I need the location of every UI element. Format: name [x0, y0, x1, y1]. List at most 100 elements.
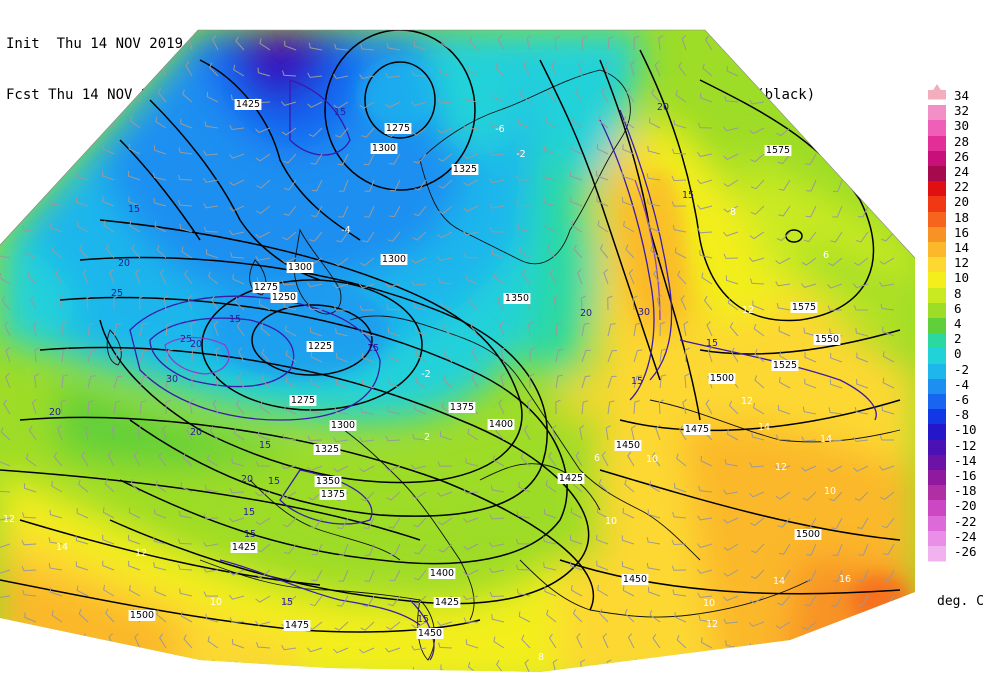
- wind-barb: [359, 74, 375, 80]
- wind-barb: [723, 179, 739, 188]
- label-background: [790, 302, 818, 313]
- wind-barb: [177, 174, 193, 181]
- temp-label: 14: [820, 434, 832, 445]
- wind-barb: [113, 350, 124, 363]
- height-label: 1500: [710, 373, 734, 384]
- wind-barb: [255, 231, 271, 239]
- wind-barb: [579, 425, 585, 441]
- wind-barb: [257, 67, 271, 77]
- wind-barb: [827, 647, 843, 654]
- wind-barb: [727, 297, 739, 311]
- wind-barb: [283, 153, 297, 164]
- wind-barb: [189, 399, 195, 415]
- height-label: 1425: [559, 473, 583, 484]
- wind-barb: [577, 269, 583, 285]
- wind-barb: [102, 560, 115, 571]
- wind-barb: [646, 537, 661, 545]
- colorbar-swatch: [928, 120, 946, 137]
- wind-barb: [778, 543, 791, 555]
- wind-barb: [496, 295, 505, 311]
- wind-barb: [165, 349, 174, 363]
- height-label: 1400: [430, 568, 454, 579]
- wind-barb: [127, 171, 141, 181]
- wind-barb: [729, 322, 739, 337]
- wind-barb: [213, 321, 219, 337]
- wind-barb: [528, 321, 534, 337]
- wind-barb: [336, 231, 349, 243]
- colorbar-label: 32: [954, 103, 970, 119]
- wind-barb: [52, 88, 63, 103]
- temp-label: -2: [421, 369, 430, 380]
- wind-barb: [203, 177, 219, 183]
- wind-barb: [360, 491, 375, 502]
- wind-barb: [806, 543, 817, 556]
- wind-barb: [154, 508, 167, 519]
- wind-barb: [163, 295, 169, 311]
- wind-barb: [518, 611, 531, 623]
- wind-barb: [700, 92, 713, 103]
- colorbar-label: 10: [954, 270, 970, 286]
- wind-barb: [362, 231, 375, 243]
- wind-barb: [626, 87, 635, 103]
- wind-barb: [336, 595, 349, 607]
- wind-barb: [801, 465, 817, 472]
- wind-barb: [516, 200, 531, 207]
- wind-barb: [599, 244, 609, 259]
- wind-barb: [109, 269, 115, 285]
- label-background: [621, 574, 649, 585]
- wind-barb: [548, 633, 557, 649]
- wind-barb: [803, 327, 817, 337]
- wind-barb: [87, 400, 94, 415]
- wind-barb: [359, 305, 375, 311]
- colorbar-label: 18: [954, 209, 970, 225]
- colorbar-label: -4: [954, 376, 970, 392]
- wind-barb: [597, 584, 609, 597]
- wind-barb: [203, 591, 219, 597]
- wind-barb: [28, 61, 37, 77]
- wind-barb: [646, 562, 661, 571]
- wind-barb: [3, 399, 11, 415]
- wind-barb: [128, 534, 141, 545]
- wind-barb: [463, 125, 479, 131]
- wind-barb: [412, 595, 427, 605]
- wind-barb: [750, 205, 765, 215]
- label-background: [557, 473, 585, 484]
- wind-barb: [882, 205, 895, 217]
- wind-label: 20: [190, 427, 202, 438]
- colorbar-swatch: [928, 318, 946, 335]
- temp-label: 14: [773, 576, 785, 587]
- colorbar-label: 8: [954, 285, 962, 301]
- wind-barb: [601, 451, 609, 467]
- wind-barb: [545, 116, 557, 129]
- wind-barb: [203, 203, 219, 209]
- wind-barb: [463, 569, 479, 577]
- wind-barb: [282, 517, 297, 528]
- wind-barb: [853, 305, 869, 311]
- wind-barb: [633, 35, 640, 51]
- wind-barb: [48, 563, 63, 571]
- wind-label: 20: [241, 474, 253, 485]
- wind-barb: [363, 517, 375, 530]
- wind-barb: [499, 321, 505, 337]
- colorbar-label: 2: [954, 331, 962, 347]
- wind-barb: [387, 327, 401, 337]
- wind-barb: [803, 127, 817, 138]
- label-background: [283, 620, 311, 631]
- wind-barb: [212, 399, 219, 415]
- wind-barb: [632, 295, 638, 311]
- label-background: [370, 143, 398, 154]
- wind-barb: [229, 487, 245, 494]
- wind-barb: [156, 609, 167, 623]
- wind-barb: [701, 272, 713, 285]
- wind-barb: [184, 269, 193, 285]
- wind-barb: [154, 586, 167, 597]
- wind-barb: [697, 227, 713, 234]
- wind-label: 20: [657, 102, 669, 113]
- colorbar-swatch: [928, 333, 946, 350]
- wind-barb: [854, 43, 869, 51]
- wind-barb: [801, 669, 817, 672]
- colorbar-swatch: [928, 181, 946, 198]
- wind-barb: [649, 480, 661, 493]
- wind-barb: [360, 43, 375, 51]
- colorbar-label: 26: [954, 148, 970, 164]
